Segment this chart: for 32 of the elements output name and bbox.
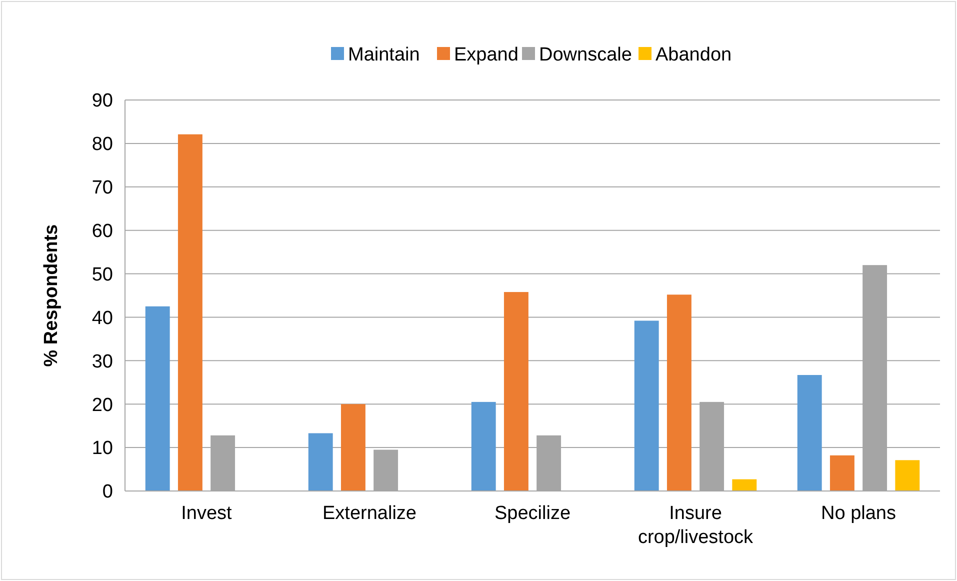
y-tick-label: 60 <box>92 220 113 242</box>
y-tick-label: 0 <box>102 482 113 503</box>
y-tick-label: 20 <box>92 394 113 416</box>
y-tick-label: 50 <box>92 264 113 286</box>
bar <box>340 404 366 491</box>
y-tick-label: 40 <box>92 308 113 329</box>
bar <box>308 433 333 491</box>
x-tick-label: Specilize <box>494 503 571 524</box>
y-tick-label: 30 <box>92 351 113 372</box>
bar <box>471 402 496 491</box>
bar <box>666 294 692 491</box>
x-tick-label: No plans <box>821 503 896 524</box>
y-tick-label: 90 <box>92 90 113 112</box>
bar <box>178 134 202 491</box>
legend-label: Expand <box>454 44 518 66</box>
x-tick-label: Externalize <box>322 503 416 524</box>
bar <box>732 479 757 491</box>
y-tick-label: 70 <box>92 178 113 199</box>
bar <box>504 292 528 491</box>
legend-label: Downscale <box>539 44 632 66</box>
x-tick-label: Insure crop/livestock <box>638 503 754 548</box>
bar <box>830 455 854 491</box>
bar <box>895 460 920 491</box>
y-tick-label: 80 <box>92 134 113 156</box>
bar <box>145 306 170 491</box>
bar <box>797 375 822 491</box>
x-tick-label: Invest <box>181 503 233 524</box>
y-axis-title: % Respondents <box>41 224 62 367</box>
y-tick-label: 10 <box>92 438 113 460</box>
legend-label: Abandon <box>656 44 732 66</box>
bar <box>634 320 659 491</box>
legend-label: Maintain <box>348 44 420 66</box>
